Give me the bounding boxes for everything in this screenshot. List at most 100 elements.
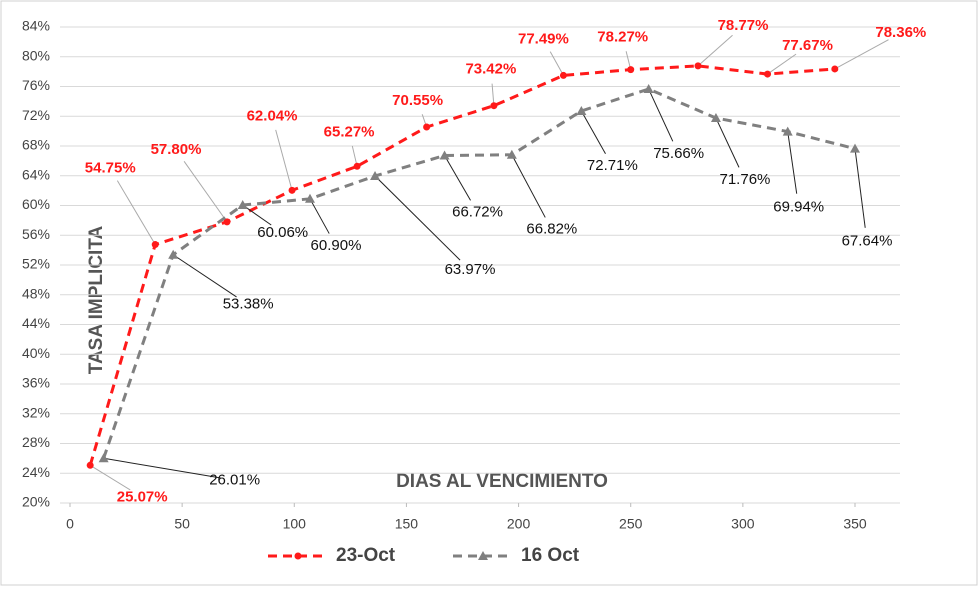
point bbox=[850, 143, 860, 153]
point bbox=[710, 113, 721, 123]
data-label: 66.72% bbox=[452, 203, 503, 220]
point bbox=[86, 461, 94, 469]
chart-border bbox=[0, 0, 978, 586]
y-tick-label: 20% bbox=[22, 494, 50, 510]
x-tick-label: 200 bbox=[507, 516, 531, 532]
leader-line bbox=[697, 34, 733, 67]
data-label: 25.07% bbox=[117, 488, 168, 505]
x-tick-label: 0 bbox=[66, 516, 74, 532]
leader-line bbox=[103, 457, 221, 479]
point bbox=[98, 453, 109, 463]
leader-line bbox=[511, 154, 546, 218]
data-label: 65.27% bbox=[324, 123, 375, 140]
leader-line bbox=[854, 148, 866, 228]
point bbox=[576, 105, 587, 115]
leader-line bbox=[648, 88, 674, 142]
point bbox=[288, 186, 296, 194]
data-label: 77.49% bbox=[518, 30, 569, 47]
legend-marker bbox=[478, 551, 488, 560]
point bbox=[370, 170, 381, 180]
point bbox=[831, 65, 839, 73]
point bbox=[559, 71, 567, 79]
leader-line bbox=[549, 51, 564, 76]
leader-line bbox=[116, 180, 156, 245]
data-label: 77.67% bbox=[782, 37, 833, 54]
series-line bbox=[102, 87, 856, 459]
point bbox=[643, 84, 654, 94]
data-label: 78.36% bbox=[875, 24, 926, 41]
leader-line bbox=[275, 129, 293, 191]
y-tick-label: 40% bbox=[22, 345, 50, 361]
leader-line bbox=[374, 175, 461, 261]
y-tick-label: 80% bbox=[22, 47, 50, 63]
leader-line bbox=[580, 110, 606, 155]
point bbox=[764, 70, 772, 78]
y-tick-label: 56% bbox=[22, 226, 50, 242]
data-label: 78.27% bbox=[597, 29, 648, 46]
data-label: 60.90% bbox=[311, 237, 362, 254]
y-tick-label: 84% bbox=[22, 18, 50, 34]
point bbox=[423, 123, 431, 131]
y-axis-title: TASA IMPLICITA bbox=[86, 225, 107, 374]
leader-line bbox=[309, 198, 330, 234]
point bbox=[237, 200, 248, 210]
y-tick-label: 64% bbox=[22, 166, 50, 182]
data-label: 26.01% bbox=[209, 471, 260, 488]
y-tick-label: 36% bbox=[22, 375, 50, 391]
x-tick-label: 100 bbox=[283, 516, 307, 532]
data-label: 54.75% bbox=[85, 160, 136, 177]
data-label: 78.77% bbox=[718, 17, 769, 34]
data-label: 72.71% bbox=[587, 157, 638, 174]
data-label: 63.97% bbox=[445, 261, 496, 278]
point bbox=[168, 249, 179, 259]
leader-line bbox=[787, 131, 798, 194]
point bbox=[694, 62, 702, 70]
x-axis-title: DIAS AL VENCIMIENTO bbox=[396, 471, 608, 492]
x-tick-label: 150 bbox=[395, 516, 419, 532]
y-tick-label: 52% bbox=[22, 256, 50, 272]
leader-line bbox=[715, 117, 740, 168]
y-tick-label: 60% bbox=[22, 196, 50, 212]
data-label: 67.64% bbox=[842, 233, 893, 250]
y-tick-label: 24% bbox=[22, 464, 50, 480]
point bbox=[627, 66, 635, 74]
data-label: 69.94% bbox=[773, 199, 824, 216]
legend-label: 16 Oct bbox=[521, 545, 580, 566]
data-label: 71.76% bbox=[720, 171, 771, 188]
series-line bbox=[88, 64, 835, 466]
y-tick-label: 32% bbox=[22, 404, 50, 420]
leader-line bbox=[444, 155, 471, 201]
x-tick-label: 50 bbox=[174, 516, 190, 532]
point bbox=[782, 126, 793, 136]
data-label: 70.55% bbox=[392, 92, 443, 109]
point bbox=[439, 150, 450, 160]
leader-line bbox=[834, 39, 889, 70]
y-tick-label: 68% bbox=[22, 137, 50, 153]
point bbox=[353, 162, 361, 170]
y-tick-label: 44% bbox=[22, 315, 50, 331]
y-tick-label: 72% bbox=[22, 107, 50, 123]
point bbox=[506, 149, 517, 159]
data-label: 62.04% bbox=[247, 107, 298, 124]
data-label: 57.80% bbox=[151, 141, 202, 158]
data-label: 53.38% bbox=[223, 296, 274, 313]
leader-line bbox=[183, 160, 228, 223]
y-tick-label: 28% bbox=[22, 434, 50, 450]
data-label: 75.66% bbox=[653, 145, 704, 162]
leader-line bbox=[242, 204, 272, 226]
leader-line bbox=[172, 254, 237, 298]
data-label: 66.82% bbox=[526, 221, 577, 238]
x-tick-label: 350 bbox=[843, 516, 867, 532]
leader-line bbox=[767, 53, 797, 75]
x-tick-label: 300 bbox=[731, 516, 755, 532]
leader-line bbox=[89, 464, 131, 491]
leader-line bbox=[491, 83, 495, 106]
legend-marker bbox=[294, 552, 302, 560]
point bbox=[151, 241, 159, 249]
y-tick-label: 48% bbox=[22, 285, 50, 301]
legend-label: 23-Oct bbox=[336, 545, 396, 566]
point bbox=[490, 102, 498, 110]
point bbox=[304, 193, 315, 203]
x-tick-label: 250 bbox=[619, 516, 643, 532]
